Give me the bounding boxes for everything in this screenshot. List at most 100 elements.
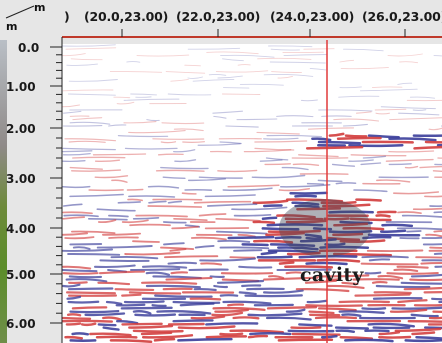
reflection-stroke — [371, 86, 403, 89]
reflection-stroke — [335, 182, 357, 185]
reflection-stroke — [206, 51, 259, 55]
reflection-stroke — [96, 208, 136, 212]
reflection-stroke — [407, 320, 442, 323]
reflection-stroke — [123, 300, 165, 304]
reflection-stroke — [69, 193, 124, 198]
cavity-highlight[interactable] — [279, 199, 371, 257]
reflection-stroke — [219, 294, 239, 297]
reflection-stroke — [371, 281, 388, 284]
reflection-stroke — [169, 248, 187, 252]
reflection-stroke — [238, 291, 257, 296]
reflection-stroke — [263, 289, 304, 294]
reflection-stroke — [300, 99, 318, 102]
reflection-stroke — [415, 256, 442, 259]
reflection-stroke — [367, 134, 400, 139]
reflection-stroke — [306, 299, 328, 304]
reflection-stroke — [140, 331, 173, 336]
reflection-stroke — [160, 141, 177, 144]
reflection-stroke — [206, 203, 258, 207]
reflection-stroke — [153, 337, 176, 342]
reflection-stroke — [368, 258, 391, 262]
reflection-stroke — [62, 319, 113, 323]
reflection-stroke — [263, 73, 314, 77]
reflection-stroke — [225, 125, 259, 128]
reflection-stroke — [167, 261, 197, 265]
reflection-stroke — [389, 117, 442, 121]
reflection-stroke — [221, 93, 261, 95]
reflection-stroke — [236, 118, 278, 121]
reflection-stroke — [317, 274, 370, 278]
reflection-stroke — [152, 138, 205, 140]
reflection-stroke — [241, 243, 269, 247]
reflection-stroke — [62, 283, 81, 288]
reflection-stroke — [308, 310, 335, 315]
reflection-stroke — [217, 169, 258, 173]
reflection-stroke — [389, 308, 428, 313]
reflection-stroke — [71, 230, 116, 234]
y-tick-label: 6.00 — [6, 317, 36, 331]
reflection-stroke — [173, 128, 204, 132]
reflection-stroke — [388, 137, 437, 142]
reflection-stroke — [393, 268, 419, 273]
reflection-stroke — [266, 134, 322, 138]
reflection-stroke — [64, 138, 117, 142]
reflection-stroke — [128, 195, 176, 198]
reflection-stroke — [252, 199, 289, 205]
reflection-stroke — [326, 236, 361, 241]
reflection-stroke — [338, 310, 385, 314]
reflection-stroke — [209, 275, 225, 278]
reflection-stroke — [305, 236, 323, 240]
reflection-stroke — [424, 140, 442, 144]
reflection-stroke — [265, 157, 289, 161]
reflection-stroke — [193, 200, 252, 204]
reflection-stroke — [67, 93, 116, 96]
reflection-stroke — [132, 216, 160, 220]
reflection-stroke — [229, 256, 256, 259]
reflection-stroke — [199, 257, 256, 262]
reflection-stroke — [62, 89, 114, 92]
reflection-stroke — [129, 223, 171, 227]
reflection-stroke — [162, 176, 186, 180]
reflection-stroke — [126, 188, 144, 191]
reflection-stroke — [62, 211, 93, 215]
reflection-stroke — [219, 141, 242, 145]
reflection-stroke — [339, 239, 386, 243]
reflection-stroke — [130, 93, 157, 96]
x-tick-label-partial: ) — [64, 9, 70, 24]
reflection-stroke — [431, 297, 442, 301]
reflection-stroke — [268, 275, 285, 280]
reflection-stroke — [376, 179, 411, 183]
reflection-stroke — [264, 163, 291, 166]
reflection-stroke — [237, 233, 256, 238]
reflection-stroke — [256, 255, 293, 259]
reflection-stroke — [304, 279, 337, 284]
reflection-stroke — [312, 227, 333, 231]
y-tick-label: 3.00 — [6, 172, 36, 186]
reflection-stroke — [328, 210, 374, 214]
reflection-stroke — [212, 306, 266, 312]
reflection-stroke — [217, 75, 243, 79]
reflection-stroke — [412, 134, 442, 138]
reflection-stroke — [305, 145, 364, 150]
x-ticks — [121, 29, 406, 37]
reflection-stroke — [413, 145, 442, 150]
y-tick-label: 1.00 — [6, 80, 36, 94]
reflection-stroke — [409, 96, 436, 99]
reflection-stroke — [436, 143, 442, 147]
reflection-stroke — [401, 214, 442, 218]
x-tick-label: (22.0,23.00) — [176, 9, 261, 24]
reflection-stroke — [68, 140, 106, 143]
reflection-stroke — [63, 110, 82, 114]
x-tick-label: (26.0,23.00) — [362, 9, 442, 24]
reflection-stroke — [62, 216, 86, 220]
reflection-stroke — [65, 47, 117, 50]
reflection-stroke — [135, 214, 188, 218]
reflection-stroke — [309, 67, 327, 71]
reflection-stroke — [134, 313, 177, 317]
reflection-stroke — [278, 261, 295, 265]
reflection-stroke — [360, 262, 419, 266]
reflection-stroke — [373, 291, 412, 295]
reflection-stroke — [124, 251, 181, 256]
reflection-stroke — [109, 339, 153, 343]
